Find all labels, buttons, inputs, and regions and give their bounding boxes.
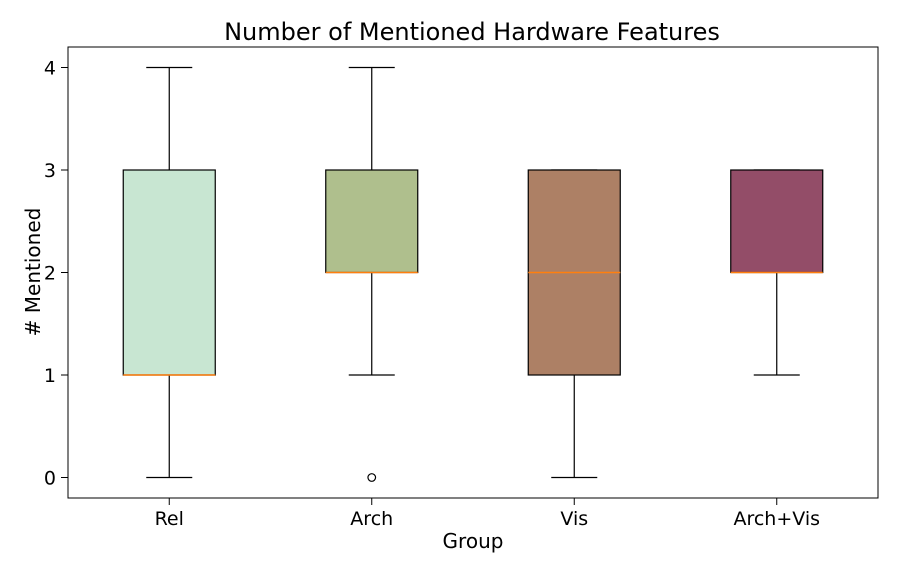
chart-title: Number of Mentioned Hardware Features — [224, 18, 720, 46]
y-tick-label: 1 — [44, 365, 56, 387]
iqr-box — [730, 169, 824, 274]
box-arch — [325, 66, 419, 482]
x-tick-label: Arch — [350, 508, 393, 530]
iqr-box — [122, 169, 216, 376]
y-axis-ticks: 0 1 2 3 4 — [44, 58, 68, 490]
box-arch-vis — [730, 169, 824, 376]
x-axis-ticks: Rel Arch Vis Arch+Vis — [155, 498, 820, 530]
x-axis-label: Group — [443, 529, 504, 553]
x-tick-label: Arch+Vis — [733, 508, 820, 530]
x-tick-label: Vis — [560, 508, 588, 530]
outlier-point — [367, 473, 377, 482]
y-tick-label: 0 — [44, 468, 56, 490]
y-axis-label: # Mentioned — [21, 208, 45, 337]
box-rel — [122, 66, 216, 479]
box-vis — [527, 169, 621, 479]
iqr-box — [325, 169, 419, 274]
y-tick-label: 4 — [44, 58, 56, 80]
x-tick-label: Rel — [155, 508, 184, 530]
boxes-group — [122, 66, 824, 482]
y-tick-label: 3 — [44, 160, 56, 182]
y-tick-label: 2 — [44, 263, 56, 285]
